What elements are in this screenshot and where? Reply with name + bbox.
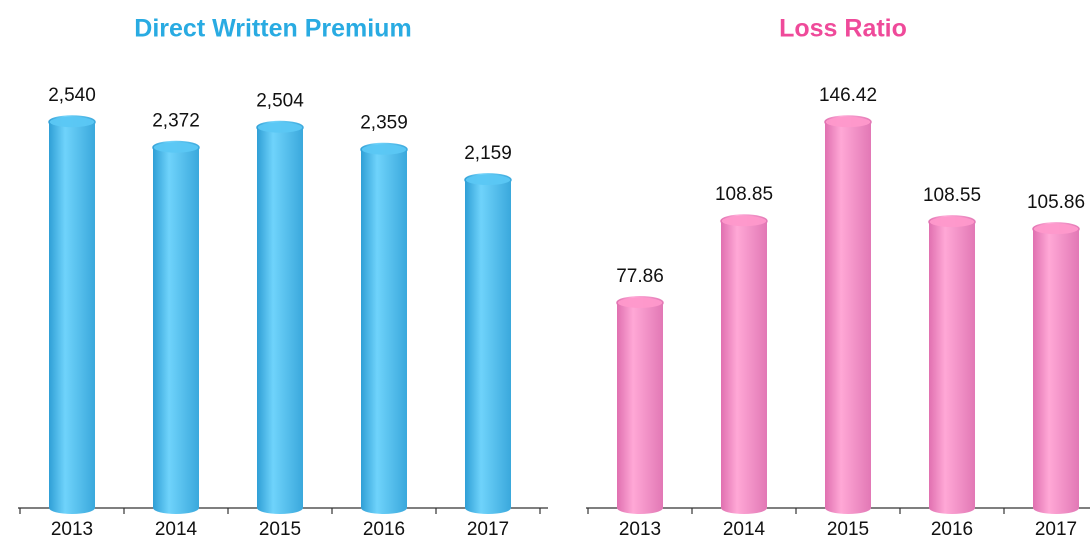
value-label: 2,359 — [360, 113, 408, 134]
bar — [465, 173, 511, 514]
bar — [361, 143, 407, 515]
x-tick-label: 2017 — [467, 519, 509, 540]
x-tick-label: 2016 — [363, 519, 405, 540]
x-tick-label: 2015 — [827, 519, 869, 540]
value-label: 77.86 — [616, 266, 664, 287]
bar — [825, 116, 871, 514]
chart-title: Direct Written Premium — [134, 15, 411, 43]
bar — [257, 121, 303, 515]
bar-cap — [928, 215, 976, 229]
bar-cap — [720, 214, 768, 228]
bar-cap — [360, 142, 408, 157]
x-tick-label: 2015 — [259, 519, 301, 540]
value-label: 108.55 — [923, 185, 981, 206]
value-label: 146.42 — [819, 85, 877, 106]
bar — [929, 215, 975, 514]
bar-cap — [464, 173, 512, 187]
value-label: 108.85 — [715, 184, 773, 205]
bar — [617, 296, 663, 514]
bar — [153, 141, 199, 515]
value-label: 105.86 — [1027, 192, 1085, 213]
x-tick-label: 2014 — [723, 519, 766, 540]
bar-cap — [616, 295, 664, 310]
bar-cap — [1032, 222, 1080, 236]
bar-cap — [256, 120, 304, 135]
bar-cap — [824, 115, 872, 129]
bar-cap — [48, 115, 96, 129]
bar — [49, 116, 95, 514]
value-label: 2,372 — [152, 111, 200, 132]
value-label: 2,504 — [256, 90, 304, 111]
chart-title: Loss Ratio — [779, 15, 907, 43]
value-label: 2,159 — [464, 143, 512, 164]
x-tick-label: 2017 — [1035, 519, 1077, 540]
x-tick-label: 2014 — [155, 519, 198, 540]
bar — [721, 215, 767, 514]
x-tick-label: 2013 — [619, 519, 661, 540]
bar-cap — [152, 140, 200, 155]
value-label: 2,540 — [48, 85, 96, 106]
bar — [1033, 222, 1079, 514]
x-tick-label: 2016 — [931, 519, 973, 540]
x-tick-label: 2013 — [51, 519, 93, 540]
